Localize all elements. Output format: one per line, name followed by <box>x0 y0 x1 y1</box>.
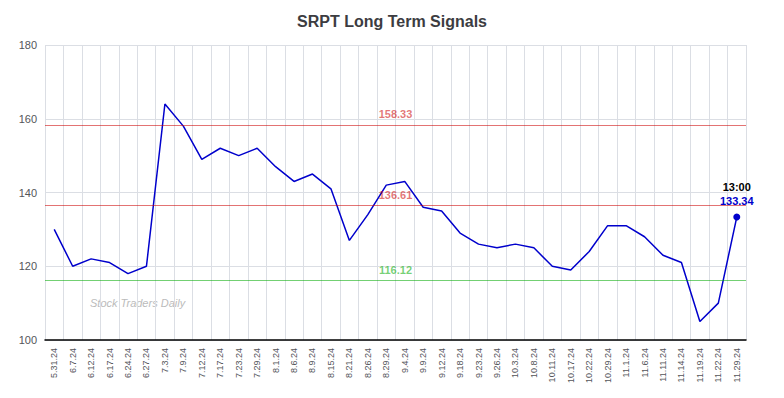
svg-text:10.29.24: 10.29.24 <box>603 348 613 383</box>
svg-text:7.12.24: 7.12.24 <box>197 348 207 378</box>
svg-text:9.9.24: 9.9.24 <box>418 348 428 373</box>
svg-text:6.12.24: 6.12.24 <box>86 348 96 378</box>
svg-text:8.29.24: 8.29.24 <box>381 348 391 378</box>
svg-text:SRPT Long Term Signals: SRPT Long Term Signals <box>297 13 487 30</box>
svg-text:10.8.24: 10.8.24 <box>529 348 539 378</box>
svg-text:7.29.24: 7.29.24 <box>252 348 262 378</box>
svg-text:5.31.24: 5.31.24 <box>49 348 59 378</box>
svg-text:180: 180 <box>19 39 37 51</box>
svg-text:11.14.24: 11.14.24 <box>676 348 686 382</box>
svg-text:10.22.24: 10.22.24 <box>584 348 594 383</box>
svg-text:136.61: 136.61 <box>379 189 413 201</box>
svg-text:13:00: 13:00 <box>723 181 751 193</box>
svg-text:9.12.24: 9.12.24 <box>437 348 447 378</box>
svg-text:10.17.24: 10.17.24 <box>566 348 576 383</box>
svg-text:8.1.24: 8.1.24 <box>271 348 281 373</box>
svg-text:11.19.24: 11.19.24 <box>695 348 705 382</box>
svg-text:11.11.24: 11.11.24 <box>658 348 668 382</box>
svg-text:8.21.24: 8.21.24 <box>344 348 354 378</box>
svg-text:8.26.24: 8.26.24 <box>363 348 373 378</box>
svg-text:11.22.24: 11.22.24 <box>713 348 723 382</box>
svg-text:9.4.24: 9.4.24 <box>400 348 410 373</box>
svg-text:100: 100 <box>19 334 37 346</box>
svg-text:10.3.24: 10.3.24 <box>510 348 520 378</box>
svg-text:9.26.24: 9.26.24 <box>492 348 502 378</box>
svg-text:11.6.24: 11.6.24 <box>640 348 650 377</box>
svg-text:158.33: 158.33 <box>379 108 413 120</box>
svg-text:8.15.24: 8.15.24 <box>326 348 336 378</box>
svg-text:140: 140 <box>19 187 37 199</box>
svg-text:7.23.24: 7.23.24 <box>234 348 244 378</box>
svg-text:11.29.24: 11.29.24 <box>732 348 742 382</box>
svg-text:8.6.24: 8.6.24 <box>289 348 299 373</box>
svg-text:7.9.24: 7.9.24 <box>178 348 188 373</box>
svg-text:Stock Traders Daily: Stock Traders Daily <box>90 297 187 309</box>
svg-text:6.7.24: 6.7.24 <box>68 348 78 373</box>
svg-text:9.18.24: 9.18.24 <box>455 348 465 378</box>
svg-text:11.1.24: 11.1.24 <box>621 348 631 377</box>
svg-text:6.17.24: 6.17.24 <box>105 348 115 378</box>
svg-text:7.17.24: 7.17.24 <box>215 348 225 378</box>
svg-text:120: 120 <box>19 260 37 272</box>
svg-text:10.11.24: 10.11.24 <box>547 348 557 382</box>
svg-text:8.9.24: 8.9.24 <box>307 348 317 373</box>
svg-text:6.27.24: 6.27.24 <box>141 348 151 378</box>
svg-text:133.34: 133.34 <box>720 195 755 207</box>
svg-text:6.24.24: 6.24.24 <box>123 348 133 378</box>
svg-text:9.23.24: 9.23.24 <box>474 348 484 378</box>
svg-text:7.3.24: 7.3.24 <box>160 348 170 373</box>
svg-text:160: 160 <box>19 113 37 125</box>
svg-text:116.12: 116.12 <box>379 264 412 276</box>
